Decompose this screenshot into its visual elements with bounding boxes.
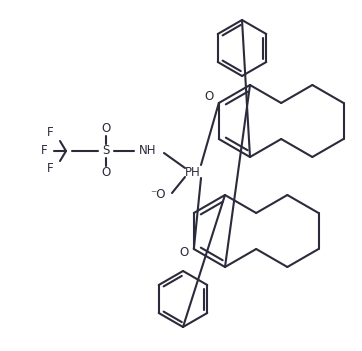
- Text: ⁻O: ⁻O: [150, 188, 166, 201]
- Text: S: S: [102, 145, 110, 158]
- Text: PH: PH: [185, 166, 201, 179]
- Text: O: O: [204, 91, 214, 104]
- Text: NH: NH: [139, 145, 157, 158]
- Text: F: F: [41, 145, 47, 158]
- Text: O: O: [101, 166, 111, 179]
- Text: F: F: [47, 126, 53, 139]
- Text: F: F: [47, 163, 53, 176]
- Text: O: O: [179, 246, 189, 259]
- Text: O: O: [101, 122, 111, 135]
